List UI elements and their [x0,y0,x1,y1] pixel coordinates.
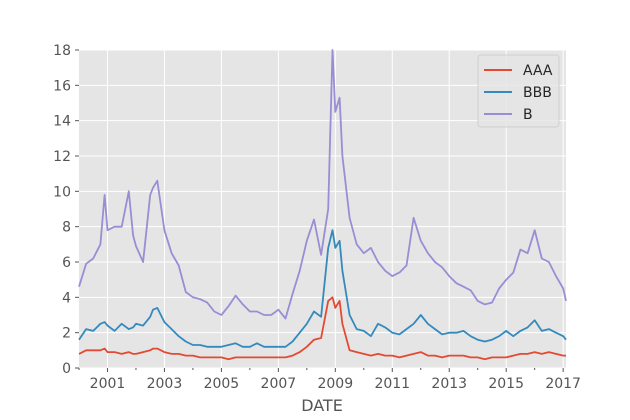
y-tick-label: 18 [53,43,71,59]
x-axis-label: DATE [301,396,343,415]
x-tick-label: 2003 [147,376,183,392]
x-tick-label: 2015 [488,376,524,392]
legend-label-bbb: BBB [523,85,552,101]
y-tick-label: 14 [53,114,71,130]
x-tick-label: 2001 [90,376,126,392]
series-line-bbb [78,229,567,348]
x-tick-label: 2011 [374,376,410,392]
y-tick-label: 16 [53,78,71,94]
x-tick-label: 2005 [204,376,240,392]
x-tick-label: 2009 [317,376,353,392]
grid-lines [79,49,566,369]
y-tick-label: 8 [62,220,71,236]
y-tick-label: 12 [53,149,71,165]
y-axis-ticks: 0 2 4 6 8 10 12 14 16 18 [53,43,79,377]
x-tick-label: 2013 [431,376,467,392]
x-tick-label: 2017 [545,376,581,392]
y-tick-label: 0 [62,361,71,377]
legend-box [477,54,560,128]
y-tick-label: 10 [53,184,71,200]
series-line-aaa [78,296,566,361]
legend-label-aaa: AAA [523,63,553,79]
series-line-b [78,49,567,320]
legend-label-b: B [523,107,533,123]
x-axis-ticks: 2001 2003 2005 2007 2009 2011 2013 2015 2017 [78,368,581,392]
y-tick-label: 2 [62,326,71,342]
data-lines [78,49,567,361]
x-tick-label: 2007 [261,376,297,392]
y-tick-label: 4 [62,290,71,306]
y-tick-label: 6 [62,255,71,271]
